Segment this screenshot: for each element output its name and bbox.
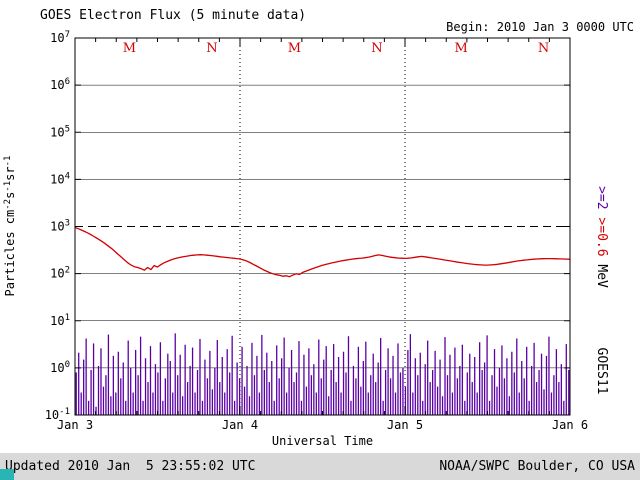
legend-ge2: >=2: [594, 186, 609, 217]
y-tick-label: 105: [50, 124, 70, 139]
y-tick-label: 103: [50, 219, 70, 234]
legend-mev: MeV: [594, 264, 609, 288]
local-midnight-marker: N: [371, 41, 382, 56]
x-tick-label: Jan 5: [387, 418, 423, 432]
updated-timestamp: Updated 2010 Jan 5 23:55:02 UTC: [5, 459, 256, 474]
energy-legend-vertical: >=2 >=0.6 MeV: [594, 186, 609, 288]
x-tick-label: Jan 4: [222, 418, 258, 432]
legend-ge06: >=0.6: [594, 217, 609, 264]
x-tick-label: Jan 6: [552, 418, 588, 432]
local-midnight-marker: N: [206, 41, 217, 56]
corner-swatch: [0, 469, 14, 480]
y-tick-label: 104: [50, 171, 70, 186]
x-axis-title: Universal Time: [271, 434, 374, 448]
source-attribution: NOAA/SWPC Boulder, CO USA: [439, 459, 635, 474]
local-midnight-marker: N: [538, 41, 549, 56]
local-noon-marker: M: [454, 41, 467, 56]
begin-time-label: Begin: 2010 Jan 3 0000 UTC: [446, 20, 634, 34]
local-noon-marker: M: [123, 41, 136, 56]
satellite-label: GOES11: [594, 348, 609, 395]
x-tick-label: Jan 3: [57, 418, 93, 432]
y-tick-label: 102: [50, 266, 70, 281]
electron-ge06-line: [74, 226, 571, 278]
y-tick-label: 100: [50, 360, 70, 375]
y-tick-label: 107: [50, 30, 70, 45]
y-tick-label: 106: [50, 77, 70, 92]
y-tick-label: 101: [50, 313, 70, 328]
plot-title: GOES Electron Flux (5 minute data): [40, 8, 307, 23]
local-noon-marker: M: [288, 41, 301, 56]
footer-bar: Updated 2010 Jan 5 23:55:02 UTC NOAA/SWP…: [0, 453, 640, 480]
y-tick-label: 10-1: [45, 407, 70, 422]
y-axis-title: Particles cm-2s-1sr-1: [3, 156, 17, 297]
